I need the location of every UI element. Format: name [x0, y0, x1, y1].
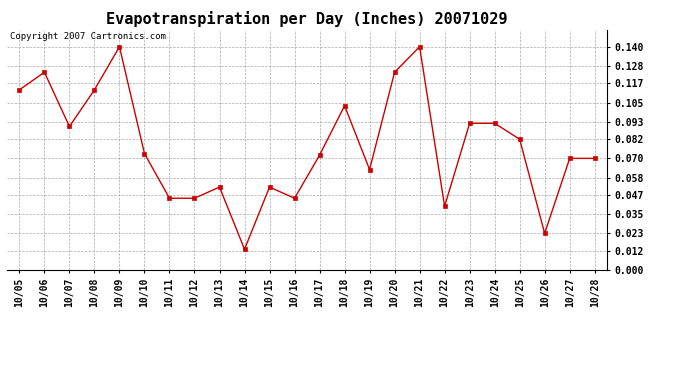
- Text: Copyright 2007 Cartronics.com: Copyright 2007 Cartronics.com: [10, 32, 166, 41]
- Title: Evapotranspiration per Day (Inches) 20071029: Evapotranspiration per Day (Inches) 2007…: [106, 12, 508, 27]
